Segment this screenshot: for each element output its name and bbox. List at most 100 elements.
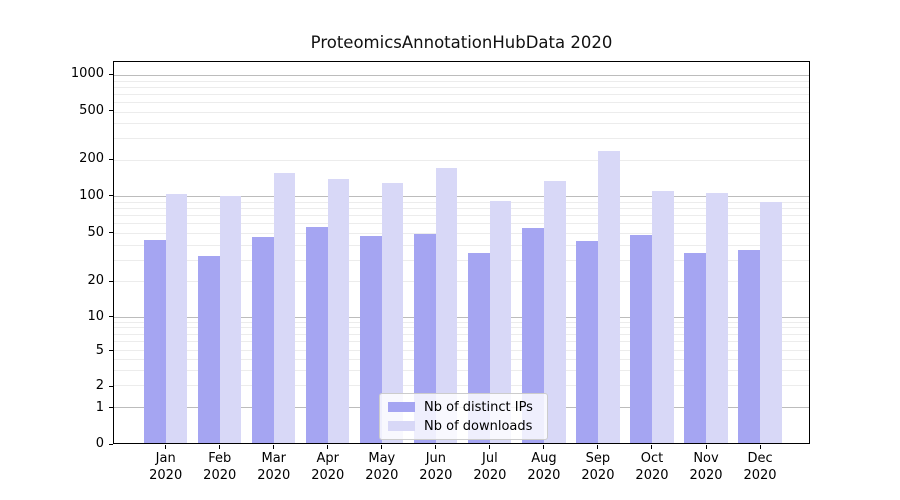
x-tick-mark (651, 445, 653, 449)
legend-label-distinct-ips: Nb of distinct IPs (424, 399, 533, 415)
bar-jun-distinct-ips (414, 234, 436, 443)
gridline-minor (114, 123, 809, 125)
chart-title: ProteomicsAnnotationHubData 2020 (310, 33, 613, 52)
x-tick-label: Nov 2020 (689, 451, 723, 483)
legend-label-downloads: Nb of downloads (424, 418, 533, 434)
y-tick-label: 5 (95, 342, 104, 358)
x-tick-label: Jul 2020 (473, 451, 507, 483)
gridline-major (114, 196, 809, 198)
gridline-minor (114, 86, 809, 88)
bar-sep-downloads (597, 151, 620, 443)
y-tick-label: 100 (79, 187, 104, 203)
bar-apr-distinct-ips (306, 227, 328, 443)
bar-nov-downloads (706, 192, 728, 443)
gridline-minor (114, 385, 809, 387)
gridline-minor (114, 333, 809, 335)
y-tick-label: 20 (87, 273, 104, 289)
y-tick-mark (109, 280, 113, 282)
legend-item-downloads: Nb of downloads (380, 419, 547, 434)
gridline-minor (114, 327, 809, 329)
gridline-minor (114, 358, 809, 360)
x-tick-mark (435, 445, 437, 449)
bar-may-downloads (381, 182, 404, 443)
y-tick-label: 200 (79, 151, 104, 167)
x-tick-label: Jan 2020 (149, 451, 183, 483)
gridline-major (114, 74, 809, 76)
y-tick-label: 50 (87, 224, 104, 240)
y-tick-mark (109, 316, 113, 318)
gridline-minor (114, 101, 809, 103)
gridline-minor (114, 281, 809, 283)
gridline-minor (114, 138, 809, 140)
x-tick-mark (165, 445, 167, 449)
y-tick-label: 0 (95, 436, 104, 451)
gridline-minor (114, 369, 809, 371)
gridline-minor (114, 244, 809, 246)
x-tick-mark (381, 445, 383, 449)
y-tick-mark (109, 385, 113, 387)
y-tick-label: 10 (87, 308, 104, 324)
gridline-minor (114, 93, 809, 95)
gridline-minor (114, 350, 809, 352)
x-tick-label: May 2020 (365, 451, 399, 483)
x-tick-mark (219, 445, 221, 449)
y-tick-label: 2 (95, 378, 104, 394)
gridline-minor (114, 341, 809, 343)
bar-mar-distinct-ips (252, 237, 274, 443)
plot-area (113, 61, 810, 444)
y-tick-label: 1000 (70, 66, 104, 82)
gridline-minor (114, 159, 809, 161)
y-tick-mark (109, 110, 113, 112)
x-tick-label: Aug 2020 (527, 451, 561, 483)
y-tick-mark (109, 158, 113, 160)
gridline-minor (114, 259, 809, 261)
x-tick-mark (543, 445, 545, 449)
bar-feb-downloads (219, 195, 242, 443)
legend: Nb of distinct IPs Nb of downloads (379, 393, 548, 440)
bar-jan-downloads (165, 193, 188, 443)
legend-swatch-downloads (388, 421, 415, 431)
bar-oct-downloads (651, 191, 674, 443)
y-tick-mark (109, 350, 113, 352)
x-tick-mark (489, 445, 491, 449)
gridline-major (114, 316, 809, 318)
y-tick-mark (109, 407, 113, 409)
x-tick-label: Sep 2020 (581, 451, 615, 483)
x-tick-label: Dec 2020 (743, 451, 777, 483)
x-tick-label: Feb 2020 (203, 451, 237, 483)
bar-jan-distinct-ips (144, 239, 166, 443)
bar-aug-distinct-ips (522, 228, 544, 443)
y-tick-mark (109, 443, 113, 445)
y-tick-mark (109, 232, 113, 234)
legend-swatch-distinct-ips (388, 402, 415, 412)
bar-feb-distinct-ips (198, 256, 220, 443)
bar-jul-downloads (489, 200, 512, 443)
y-tick-label: 500 (79, 102, 104, 118)
bar-dec-downloads (760, 201, 782, 443)
x-tick-mark (705, 445, 707, 449)
bar-may-distinct-ips (360, 236, 382, 443)
gridline-minor (114, 201, 809, 203)
x-tick-mark (597, 445, 599, 449)
x-tick-mark (759, 445, 761, 449)
x-tick-label: Apr 2020 (311, 451, 345, 483)
y-tick-label: 1 (95, 399, 104, 415)
bar-apr-downloads (327, 178, 350, 443)
y-tick-mark (109, 73, 113, 75)
x-tick-label: Jun 2020 (419, 451, 453, 483)
gridline-minor (114, 233, 809, 235)
bar-oct-distinct-ips (630, 235, 652, 443)
x-tick-label: Oct 2020 (635, 451, 669, 483)
gridline-minor (114, 111, 809, 113)
gridline-minor (114, 80, 809, 82)
bar-sep-distinct-ips (576, 240, 598, 443)
gridline-minor (114, 321, 809, 323)
x-tick-label: Mar 2020 (257, 451, 291, 483)
bar-mar-downloads (273, 173, 296, 443)
x-tick-mark (327, 445, 329, 449)
bar-dec-distinct-ips (738, 250, 761, 443)
x-tick-mark (273, 445, 275, 449)
bar-aug-downloads (543, 181, 566, 443)
gridline-minor (114, 223, 809, 225)
bar-jun-downloads (435, 167, 458, 443)
